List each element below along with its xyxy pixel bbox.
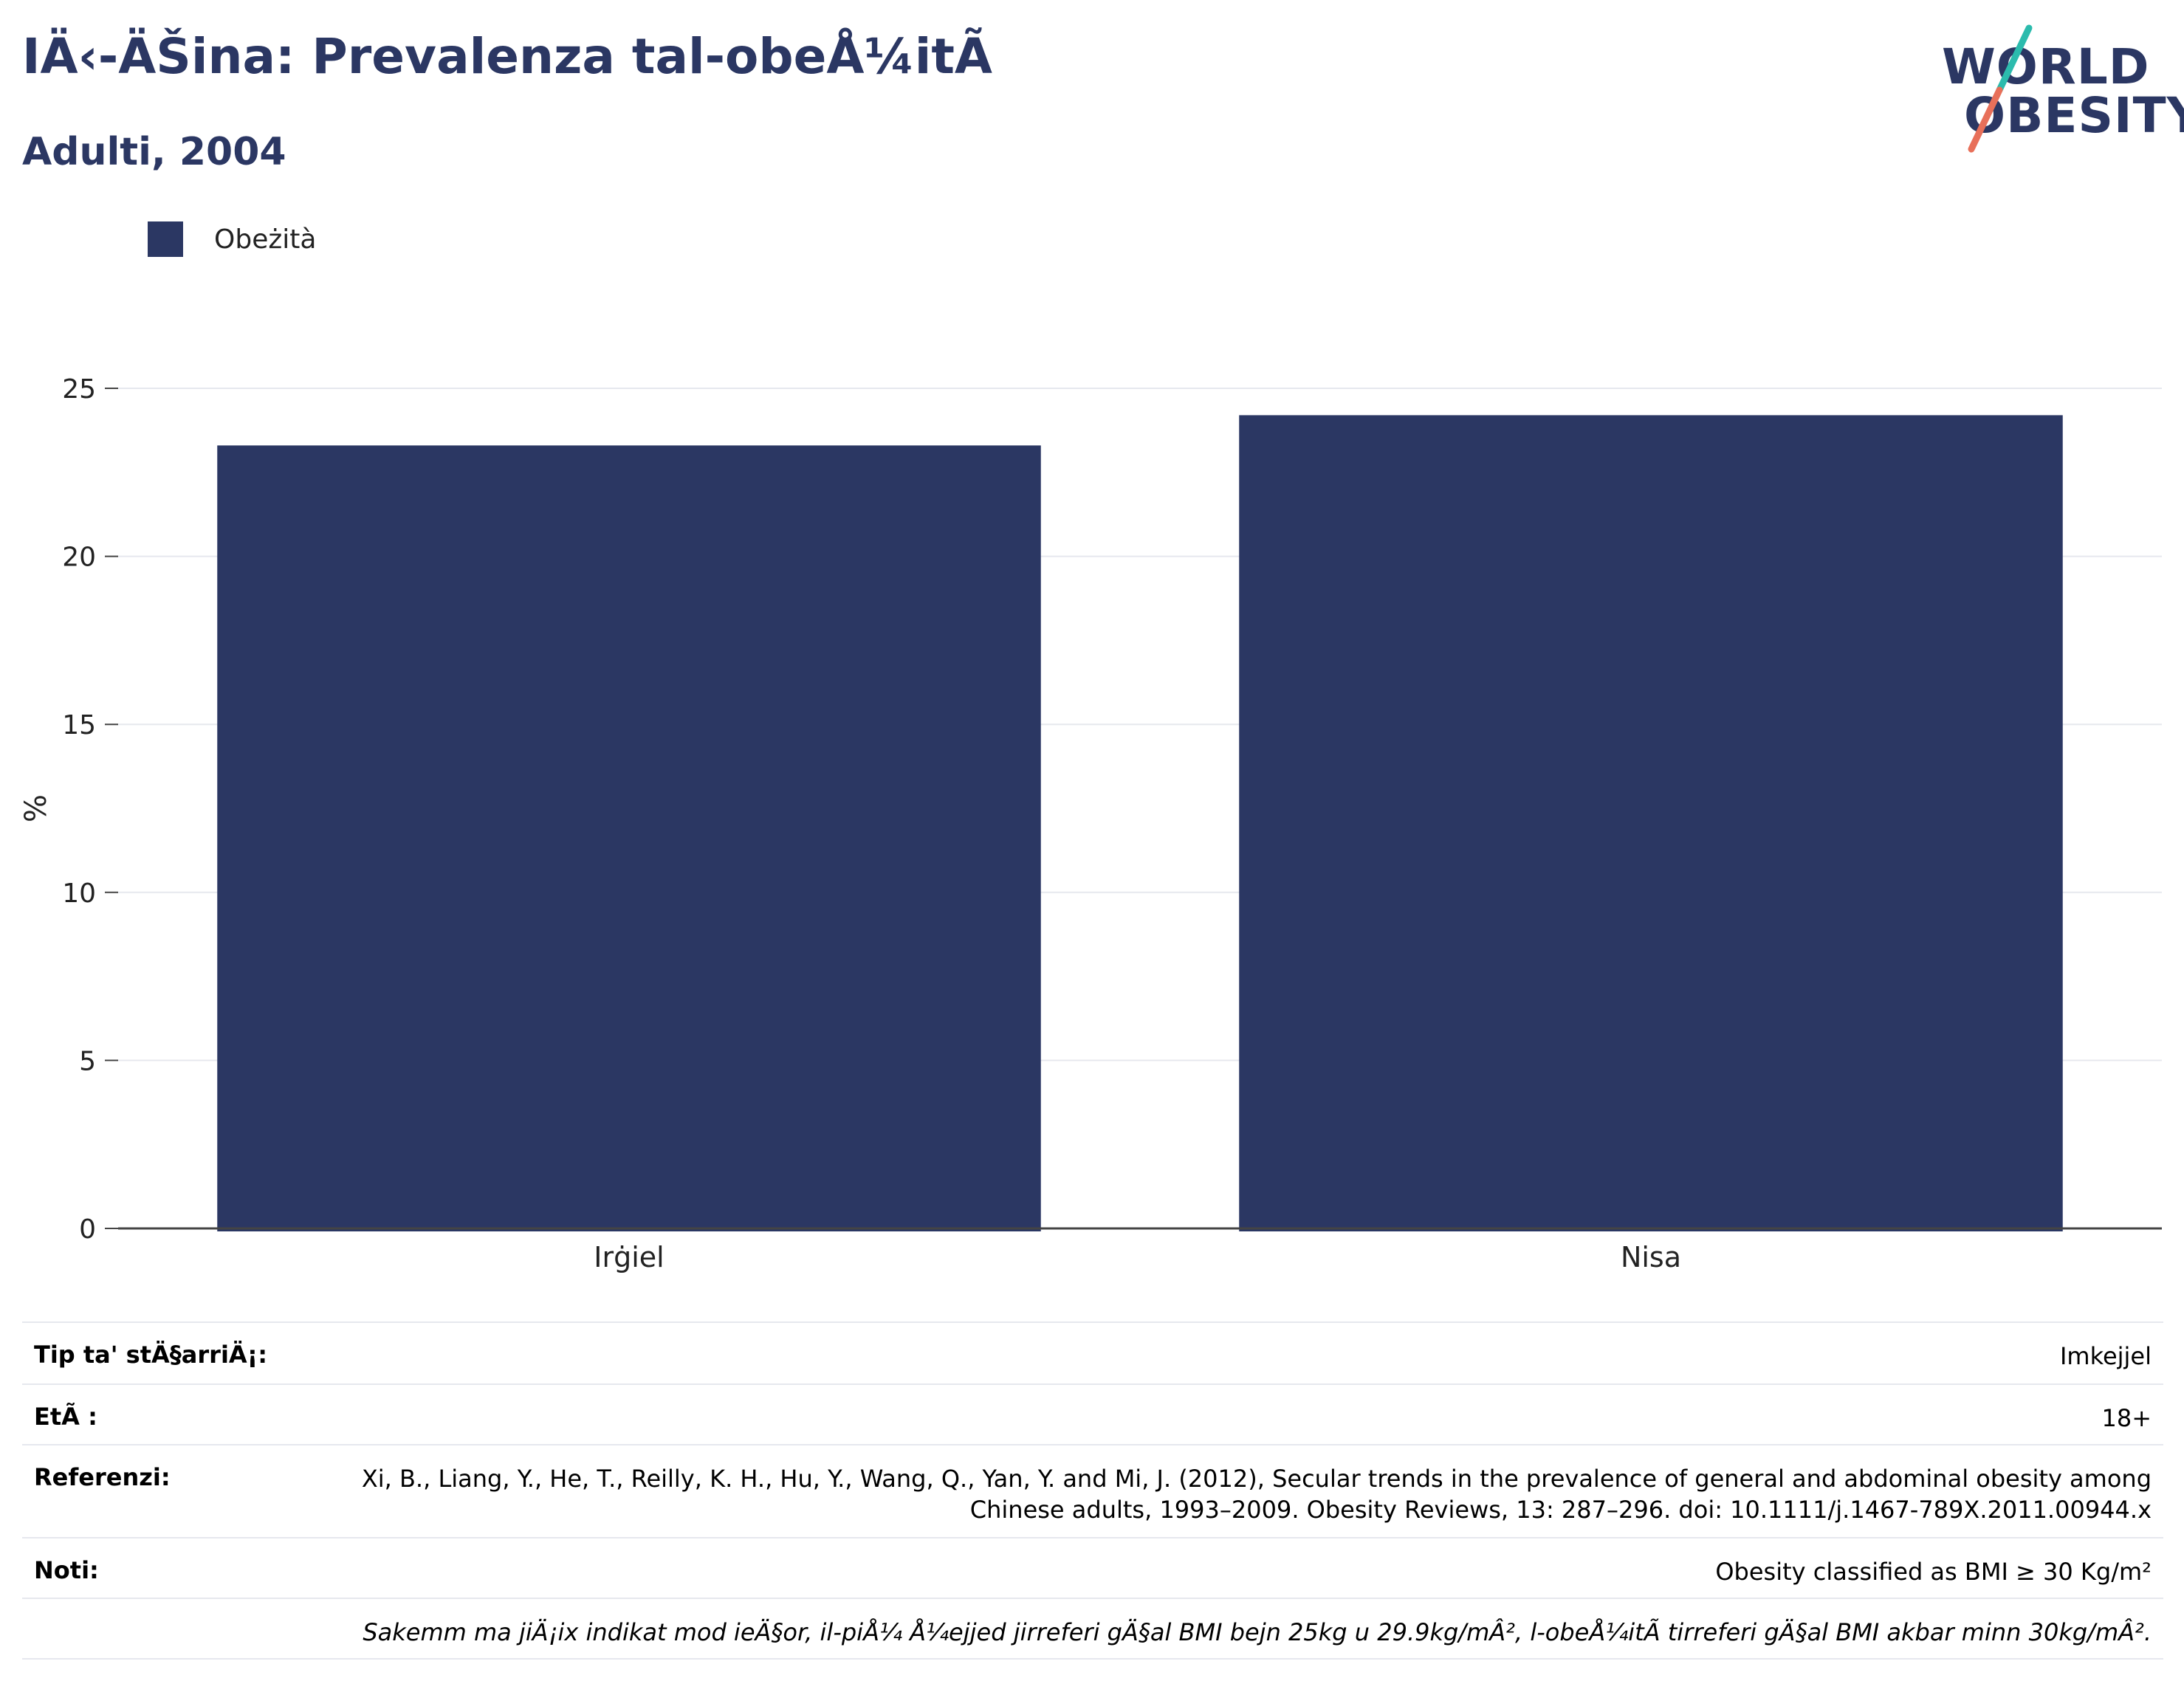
y-tick-label: 25	[62, 374, 96, 405]
info-label-references: Referenzi:	[34, 1463, 171, 1491]
chart-title: IÄ‹-ÄŠina: Prevalenza tal-obeÅ¼itÃ	[22, 28, 993, 85]
chart-subtitle: Adulti, 2004	[22, 130, 286, 174]
info-label-survey-type: Tip ta' stÄ§arriÄ¡:	[34, 1341, 268, 1369]
y-tick-label: 10	[62, 879, 96, 909]
x-tick-label: Irġiel	[594, 1241, 664, 1273]
info-label-age: EtÃ :	[34, 1403, 97, 1431]
info-value-age: 18+	[2101, 1404, 2152, 1432]
y-tick-label: 5	[79, 1046, 96, 1076]
info-label-notes: Noti:	[34, 1556, 99, 1584]
info-footnote: Sakemm ma jiÄ¡ix indikat mod ieÄ§or, il-…	[363, 1618, 2152, 1646]
info-row-survey-type: Tip ta' stÄ§arriÄ¡: Imkejjel	[22, 1321, 2163, 1383]
y-axis-label: %	[19, 794, 53, 822]
info-row-footnote: Sakemm ma jiÄ¡ix indikat mod ieÄ§or, il-…	[22, 1598, 2163, 1660]
bar-chart: 0 5 10 15 20 25 Irġiel Nisa%	[19, 374, 2162, 1273]
y-tick-label: 0	[79, 1214, 96, 1245]
info-table: Tip ta' stÄ§arriÄ¡: Imkejjel EtÃ : 18+ R…	[22, 1321, 2163, 1660]
bar-0	[217, 445, 1041, 1231]
logo-line-1: WORLD	[1942, 38, 2150, 95]
y-tick-label: 15	[62, 710, 96, 740]
logo-slash-icon	[1968, 24, 2033, 153]
info-value-survey-type: Imkejjel	[2059, 1342, 2152, 1370]
logo-line-2: OBESITY	[1964, 87, 2184, 144]
y-tick-label: 20	[62, 543, 96, 573]
world-obesity-logo: WORLD OBESITY	[1920, 22, 2184, 155]
info-value-notes: Obesity classified as BMI ≥ 30 Kg/m²	[1715, 1558, 2152, 1586]
legend-swatch-obesity	[148, 221, 183, 257]
legend-label-obesity: Obeżità	[214, 224, 317, 255]
info-row-notes: Noti: Obesity classified as BMI ≥ 30 Kg/…	[22, 1537, 2163, 1598]
info-row-references: Referenzi: Xi, B., Liang, Y., He, T., Re…	[22, 1444, 2163, 1537]
bar-1	[1239, 415, 2063, 1231]
x-tick-label: Nisa	[1621, 1241, 1681, 1273]
info-row-age: EtÃ : 18+	[22, 1383, 2163, 1444]
info-value-references: Xi, B., Liang, Y., He, T., Reilly, K. H.…	[361, 1465, 2152, 1524]
